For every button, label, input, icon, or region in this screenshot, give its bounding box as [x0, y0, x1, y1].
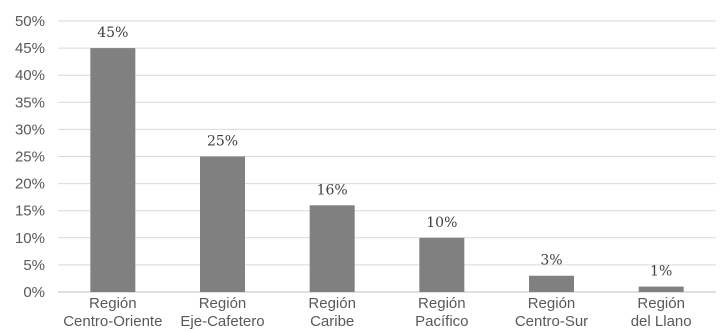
y-tick-label: 25% — [15, 149, 45, 166]
x-tick-label: Región — [528, 295, 576, 312]
x-tick-label: Región — [199, 295, 247, 312]
x-tick-label: del Llano — [631, 313, 692, 330]
gridlines — [58, 20, 716, 293]
x-tick-label: Región — [637, 295, 685, 312]
bar — [638, 286, 684, 292]
data-label: 10% — [426, 215, 457, 231]
y-axis-tick-labels: 0% 5% 10% 15% 20% 25% 30% 35% 40% 45% 50% — [15, 13, 45, 301]
x-tick-label: Centro-Oriente — [63, 313, 162, 330]
bar — [90, 48, 136, 292]
y-tick-label: 5% — [23, 257, 45, 274]
data-labels: 45% 25% 16% 10% 3% 1% — [97, 25, 672, 279]
bar — [200, 156, 245, 292]
x-tick-label: Región — [89, 295, 137, 312]
x-axis-tick-labels: RegiónCentro-OrienteRegiónEje-CafeteroRe… — [63, 295, 691, 330]
bar — [309, 205, 355, 292]
x-tick-label: Eje-Cafetero — [180, 313, 264, 330]
y-tick-label: 30% — [15, 121, 45, 138]
bar — [419, 237, 465, 292]
y-tick-label: 35% — [15, 94, 45, 111]
bars — [90, 48, 684, 292]
x-tick-label: Pacífico — [415, 313, 468, 330]
data-label: 3% — [540, 253, 562, 269]
y-tick-label: 40% — [15, 67, 45, 84]
data-label: 25% — [207, 134, 238, 150]
y-tick-label: 20% — [15, 176, 45, 193]
y-tick-label: 50% — [15, 13, 45, 30]
data-label: 45% — [97, 25, 128, 41]
data-label: 16% — [317, 182, 348, 198]
y-tick-label: 0% — [23, 284, 45, 301]
x-tick-label: Centro-Sur — [515, 313, 588, 330]
data-label: 1% — [650, 264, 672, 280]
bar — [529, 275, 574, 292]
y-tick-label: 10% — [15, 230, 45, 247]
x-tick-label: Región — [308, 295, 356, 312]
y-tick-label: 15% — [15, 203, 45, 220]
x-tick-label: Región — [418, 295, 466, 312]
y-tick-label: 45% — [15, 40, 45, 57]
x-tick-label: Caribe — [310, 313, 354, 330]
